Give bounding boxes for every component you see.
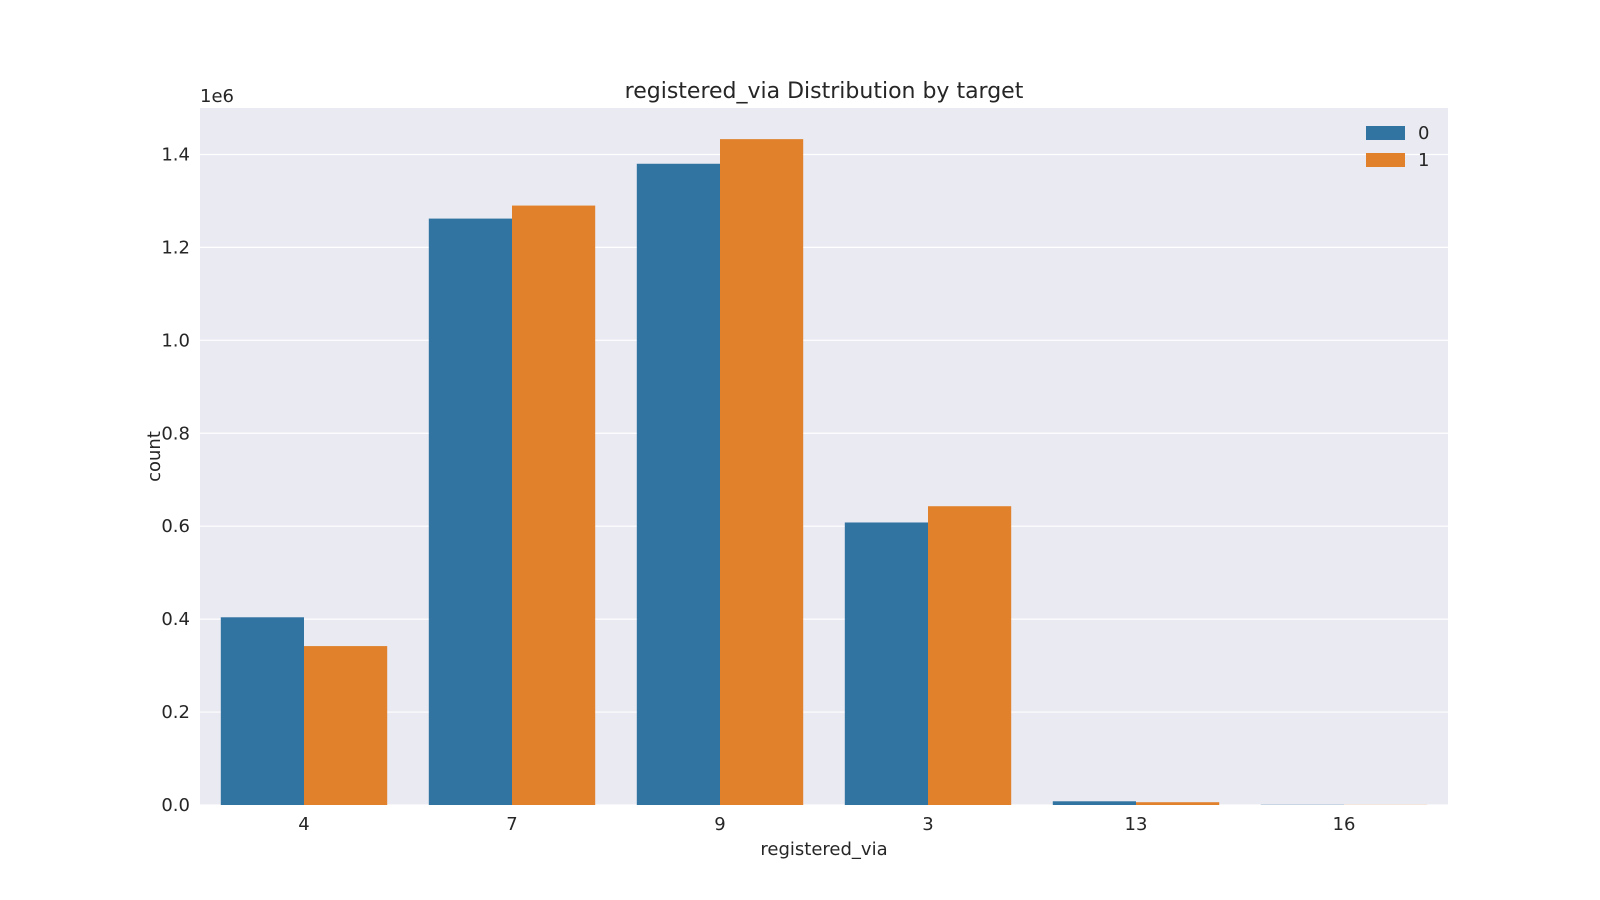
bar-7-series-1: [512, 205, 596, 805]
legend-swatch-1: [1366, 153, 1405, 167]
bar-9-series-1: [720, 139, 804, 805]
legend-label-0: 0: [1418, 123, 1429, 144]
y-tick-label: 0.2: [161, 702, 190, 723]
y-axis-label: count: [144, 431, 165, 482]
bar-13-series-0: [1052, 801, 1136, 805]
grid-lines: [200, 153, 1448, 806]
x-axis-ticks: 4 7 9 3 13 16: [298, 814, 1355, 835]
legend-swatch-0: [1366, 126, 1405, 140]
x-tick-label: 16: [1333, 814, 1356, 835]
x-tick-label: 7: [506, 814, 517, 835]
chart-title: registered_via Distribution by target: [625, 79, 1024, 104]
y-tick-label: 1.0: [161, 330, 190, 351]
bar-3-series-0: [844, 522, 928, 805]
bars: [220, 139, 1428, 805]
bar-4-series-1: [304, 646, 388, 805]
plot-background: [200, 108, 1448, 805]
y-tick-label: 1.4: [161, 144, 190, 165]
bar-3-series-1: [928, 506, 1012, 805]
x-axis-label: registered_via: [760, 839, 887, 860]
legend: 01: [1366, 123, 1429, 171]
bar-4-series-0: [220, 617, 304, 805]
y-tick-label: 0.6: [161, 516, 190, 537]
y-axis-scale-label: 1e6: [200, 86, 234, 107]
legend-label-1: 1: [1418, 150, 1429, 171]
y-tick-label: 0.8: [161, 423, 190, 444]
y-tick-label: 0.4: [161, 609, 190, 630]
y-tick-label: 0.0: [161, 795, 190, 816]
x-tick-label: 4: [298, 814, 309, 835]
x-tick-label: 13: [1125, 814, 1148, 835]
bar-9-series-0: [636, 163, 720, 805]
y-tick-label: 1.2: [161, 237, 190, 258]
x-tick-label: 9: [714, 814, 725, 835]
bar-7-series-0: [428, 218, 512, 805]
x-tick-label: 3: [922, 814, 933, 835]
y-axis-ticks: 0.0 0.2 0.4 0.6 0.8 1.0 1.2 1.4: [161, 144, 190, 816]
bar-13-series-1: [1136, 802, 1220, 805]
